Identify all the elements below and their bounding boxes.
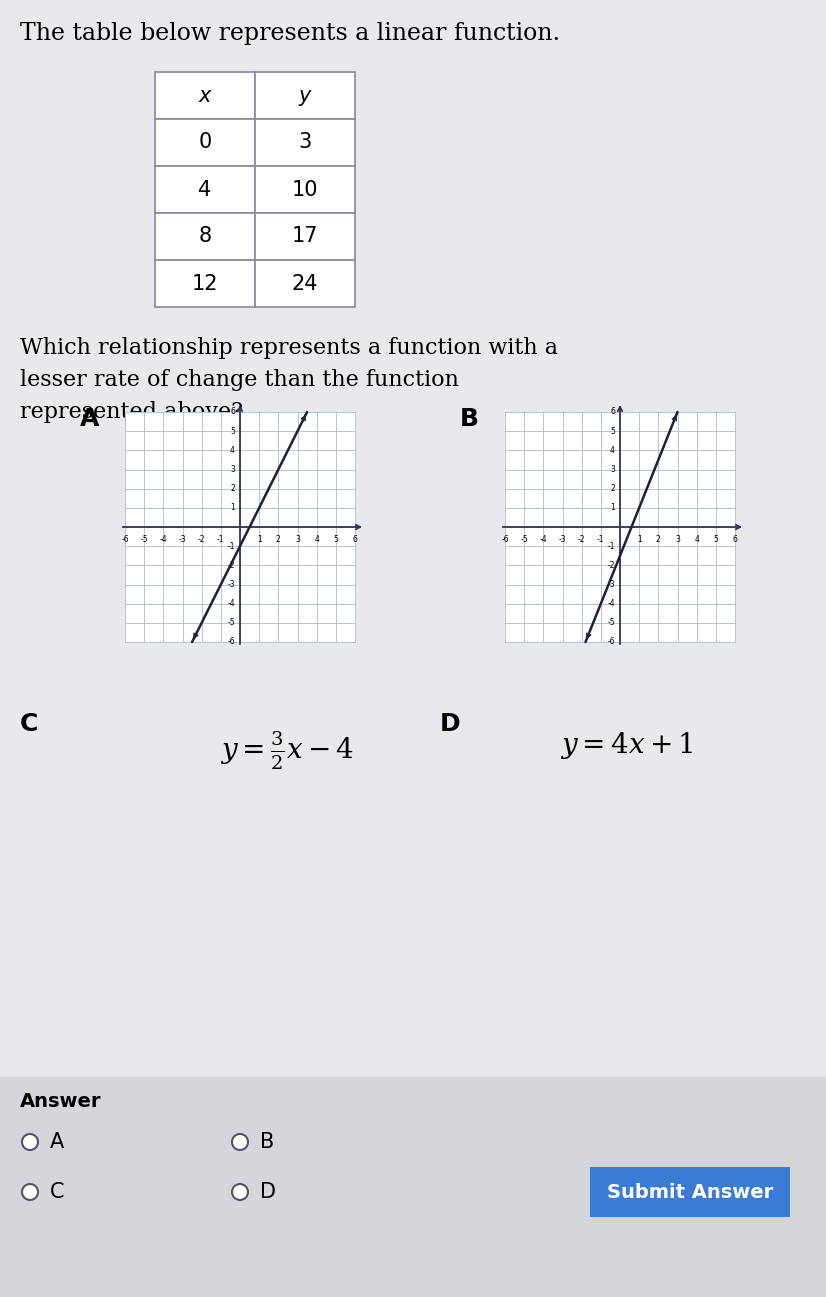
Text: Answer: Answer: [20, 1092, 102, 1112]
Text: -3: -3: [178, 534, 187, 543]
Text: 5: 5: [610, 427, 615, 436]
Text: -5: -5: [607, 619, 615, 628]
Text: 2: 2: [230, 484, 235, 493]
Text: $y = \frac{3}{2}x - 4$: $y = \frac{3}{2}x - 4$: [220, 730, 354, 772]
Text: 3: 3: [610, 466, 615, 473]
Text: 5: 5: [230, 427, 235, 436]
Text: $y = 4x + 1$: $y = 4x + 1$: [560, 730, 693, 761]
Text: -2: -2: [607, 560, 615, 569]
Text: -1: -1: [607, 542, 615, 551]
Bar: [155, 259, 255, 307]
Text: 6: 6: [353, 534, 358, 543]
Text: 2: 2: [610, 484, 615, 493]
Text: -2: -2: [578, 534, 586, 543]
Bar: [0, 1077, 826, 1297]
Text: Submit Answer: Submit Answer: [607, 1183, 773, 1201]
Text: 4: 4: [610, 446, 615, 455]
Text: -4: -4: [159, 534, 167, 543]
Bar: [255, 119, 355, 166]
Text: 6: 6: [230, 407, 235, 416]
Text: 3: 3: [230, 466, 235, 473]
Circle shape: [232, 1134, 248, 1150]
Text: 2: 2: [656, 534, 661, 543]
Text: -1: -1: [217, 534, 225, 543]
Bar: [255, 259, 355, 307]
Text: 5: 5: [714, 534, 719, 543]
Text: 6: 6: [733, 534, 738, 543]
Text: 1: 1: [637, 534, 642, 543]
Bar: [255, 213, 355, 259]
Text: -1: -1: [597, 534, 605, 543]
Text: -3: -3: [558, 534, 567, 543]
Bar: [505, 412, 735, 642]
Text: -4: -4: [227, 599, 235, 608]
Text: -5: -5: [520, 534, 528, 543]
Bar: [155, 119, 255, 166]
Text: B: B: [260, 1132, 274, 1152]
Text: y: y: [299, 86, 311, 105]
Text: -6: -6: [501, 534, 509, 543]
Bar: [155, 73, 255, 119]
Text: 24: 24: [292, 274, 318, 293]
Text: 4: 4: [694, 534, 699, 543]
Bar: [155, 213, 255, 259]
Text: 3: 3: [675, 534, 680, 543]
Bar: [255, 73, 355, 119]
Circle shape: [22, 1134, 38, 1150]
Text: -4: -4: [607, 599, 615, 608]
Text: -2: -2: [198, 534, 206, 543]
Text: -1: -1: [227, 542, 235, 551]
Text: D: D: [440, 712, 461, 735]
Text: 2: 2: [276, 534, 281, 543]
Text: -3: -3: [607, 580, 615, 589]
Text: -6: -6: [607, 638, 615, 646]
Text: A: A: [50, 1132, 64, 1152]
Text: 1: 1: [257, 534, 262, 543]
Text: D: D: [260, 1182, 276, 1202]
Text: -6: -6: [121, 534, 129, 543]
Bar: [155, 166, 255, 213]
Text: -3: -3: [227, 580, 235, 589]
Text: 17: 17: [292, 227, 318, 246]
Text: C: C: [20, 712, 38, 735]
Text: The table below represents a linear function.: The table below represents a linear func…: [20, 22, 560, 45]
Text: 3: 3: [295, 534, 300, 543]
Bar: [590, 1167, 790, 1217]
Text: 8: 8: [198, 227, 211, 246]
Text: 12: 12: [192, 274, 218, 293]
Text: -5: -5: [140, 534, 148, 543]
Text: 1: 1: [610, 503, 615, 512]
Text: 5: 5: [334, 534, 339, 543]
Text: -2: -2: [227, 560, 235, 569]
Text: -4: -4: [539, 534, 547, 543]
Text: 10: 10: [292, 179, 318, 200]
Text: 4: 4: [198, 179, 211, 200]
Text: 1: 1: [230, 503, 235, 512]
Text: A: A: [80, 407, 99, 431]
Text: 4: 4: [314, 534, 319, 543]
Text: 0: 0: [198, 132, 211, 153]
Text: -6: -6: [227, 638, 235, 646]
Bar: [125, 412, 355, 642]
Text: -5: -5: [227, 619, 235, 628]
Circle shape: [22, 1184, 38, 1200]
Text: C: C: [50, 1182, 64, 1202]
Circle shape: [232, 1184, 248, 1200]
Text: 6: 6: [610, 407, 615, 416]
Text: 4: 4: [230, 446, 235, 455]
Text: 3: 3: [298, 132, 311, 153]
Bar: [255, 166, 355, 213]
Text: B: B: [460, 407, 479, 431]
Text: x: x: [199, 86, 211, 105]
Text: Which relationship represents a function with a
lesser rate of change than the f: Which relationship represents a function…: [20, 337, 558, 423]
